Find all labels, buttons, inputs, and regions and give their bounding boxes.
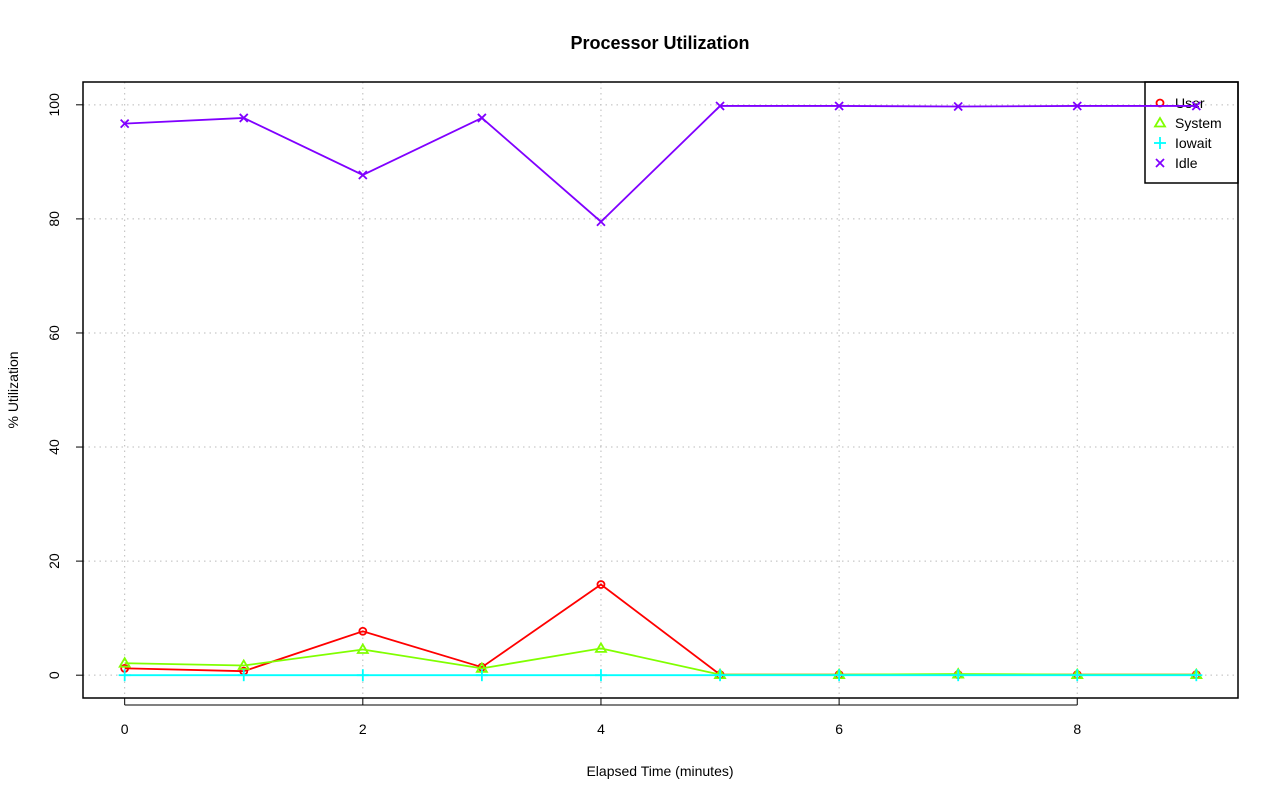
- data-point-plus: [475, 669, 488, 682]
- chart-title: Processor Utilization: [570, 33, 749, 53]
- cross-marker-b: [477, 113, 487, 123]
- data-point-triangle: [237, 658, 251, 670]
- data-point-triangle: [118, 656, 132, 668]
- legend-label-idle: Idle: [1175, 155, 1198, 171]
- data-point-plus: [118, 669, 131, 682]
- data-point-cross: [953, 101, 963, 112]
- y-tick-label: 20: [46, 553, 62, 569]
- cross-marker-b: [834, 101, 844, 111]
- x-tick-label: 0: [121, 721, 129, 737]
- data-point-cross: [834, 101, 844, 111]
- series-system: [118, 641, 1203, 680]
- data-point-plus: [833, 669, 846, 682]
- data-point-triangle: [1153, 116, 1167, 128]
- series-line: [124, 105, 1197, 223]
- x-tick-label: 6: [835, 721, 843, 737]
- triangle-marker: [237, 658, 251, 670]
- data-point-cross: [358, 170, 368, 180]
- triangle-marker: [1153, 116, 1167, 128]
- data-point-triangle: [356, 642, 370, 654]
- data-point-cross: [120, 119, 130, 129]
- series-line: [124, 647, 1197, 676]
- data-point-cross: [1191, 101, 1201, 111]
- circle-marker: [358, 626, 368, 636]
- cross-marker-b: [1155, 158, 1165, 168]
- legend-label-system: System: [1175, 115, 1222, 131]
- data-point-cross: [715, 101, 725, 111]
- data-point-plus: [1154, 137, 1166, 149]
- cross-marker-b: [596, 217, 606, 227]
- data-point-circle: [358, 626, 368, 636]
- data-point-cross: [477, 113, 487, 123]
- circle-marker: [596, 580, 606, 589]
- x-tick-label: 2: [359, 721, 367, 737]
- plot-frame: [82, 81, 1239, 699]
- series-user: [120, 580, 1201, 680]
- y-tick-label: 0: [46, 671, 62, 679]
- y-tick-label: 80: [46, 211, 62, 227]
- cross-marker-b: [715, 101, 725, 111]
- data-point-cross: [596, 217, 606, 227]
- x-tick-label: 8: [1073, 721, 1081, 737]
- data-point-triangle: [594, 641, 608, 653]
- data-point-plus: [952, 669, 965, 682]
- series-iowait: [118, 669, 1203, 682]
- data-point-circle: [596, 580, 606, 589]
- data-point-plus: [1190, 669, 1203, 682]
- grid: [83, 82, 1238, 698]
- data-point-cross: [1155, 158, 1165, 168]
- data-point-plus: [594, 669, 607, 682]
- cross-marker-b: [358, 170, 368, 180]
- y-tick-label: 40: [46, 439, 62, 455]
- cross-marker-b: [239, 113, 249, 123]
- cross-marker-b: [953, 101, 963, 112]
- x-axis-label: Elapsed Time (minutes): [586, 763, 733, 779]
- triangle-marker: [118, 656, 132, 668]
- cross-marker-b: [1191, 101, 1201, 111]
- y-tick-label: 100: [46, 93, 62, 117]
- cross-marker-b: [1072, 101, 1082, 111]
- y-axis-label: % Utilization: [5, 351, 21, 428]
- data-point-cross: [1072, 101, 1082, 111]
- triangle-marker: [594, 641, 608, 653]
- triangle-marker: [356, 642, 370, 654]
- legend-label-iowait: Iowait: [1175, 135, 1212, 151]
- data-point-cross: [239, 113, 249, 123]
- y-tick-label: 60: [46, 325, 62, 341]
- cross-marker-b: [120, 119, 130, 129]
- series-layer: [118, 101, 1203, 682]
- data-point-plus: [356, 669, 369, 682]
- data-point-plus: [1071, 669, 1084, 682]
- x-tick-label: 4: [597, 721, 605, 737]
- data-point-plus: [714, 669, 727, 682]
- data-point-plus: [237, 669, 250, 682]
- series-idle: [120, 101, 1201, 227]
